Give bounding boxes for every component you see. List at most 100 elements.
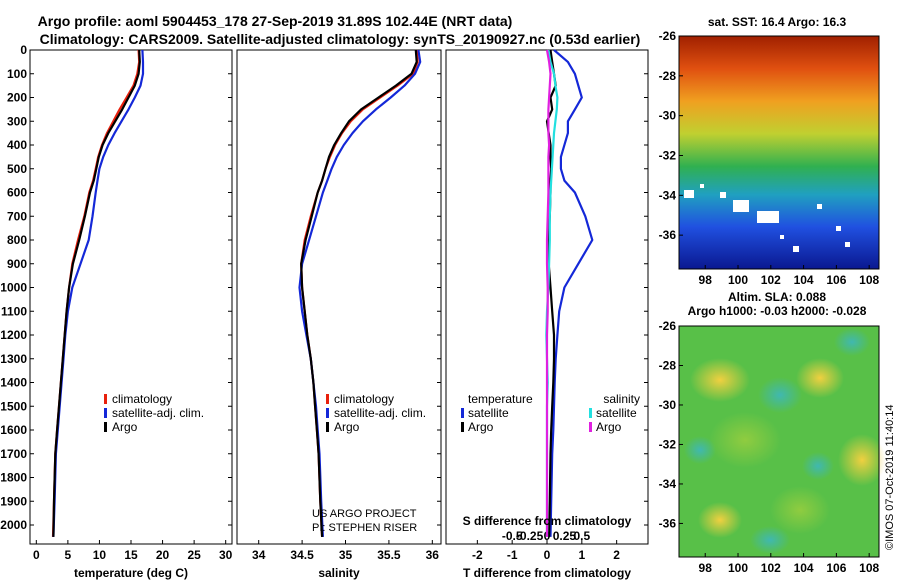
legend-climatology-swatch xyxy=(326,394,329,404)
depth-tick-label: 400 xyxy=(7,138,27,152)
imos-watermark: ©IMOS 07-Oct-2019 11:40:14 xyxy=(884,405,896,550)
map-x-tick-label: 98 xyxy=(699,273,713,287)
series-argo xyxy=(52,49,141,537)
x-tick-label: 25 xyxy=(187,548,201,562)
x-tick-label: 0 xyxy=(544,548,551,562)
x-tick-label: 34 xyxy=(252,548,266,562)
x-tick-label: 5 xyxy=(65,548,72,562)
sla-map-frame xyxy=(678,325,880,558)
map-y-tick-label: -28 xyxy=(659,358,677,372)
map-y-tick-label: -32 xyxy=(659,437,677,451)
s-difference-label: S difference from climatology xyxy=(463,514,632,528)
depth-tick-label: 1400 xyxy=(0,376,27,390)
sla-map-blobs xyxy=(684,328,886,554)
map-y-tick-label: -36 xyxy=(659,516,677,530)
legend-temperature-title: temperature xyxy=(468,392,533,406)
x-tick-label: 36 xyxy=(426,548,440,562)
x-tick-label: 10 xyxy=(93,548,107,562)
sst-map-panel: sat. SST: 16.4 Argo: 16.3 98 100 102 104 106… xyxy=(659,15,880,287)
map-x-tick-label: 98 xyxy=(699,561,713,575)
series-satellite-adj-clim- xyxy=(52,49,145,537)
project-annotation: US ARGO PROJECT xyxy=(312,508,417,520)
temperature-xlabel: temperature (deg C) xyxy=(74,566,188,580)
salinity-xlabel: salinity xyxy=(318,566,360,580)
series-argo xyxy=(300,49,418,537)
s-tick-label: 0.25 xyxy=(553,529,577,543)
title-line-2: Climatology: CARS2009. Satellite-adjuste… xyxy=(40,31,641,47)
sst-map-land-specks xyxy=(684,184,850,252)
map-x-tick-label: 104 xyxy=(794,273,814,287)
map-x-tick-label: 106 xyxy=(826,561,846,575)
s-difference-axis: -0.5-0.25 0 0.250.5 xyxy=(502,529,591,543)
series-temperature-satellite xyxy=(549,49,594,537)
x-tick-label: 30 xyxy=(219,548,233,562)
series-salinity-argo xyxy=(545,49,552,537)
legend-satellite-swatch xyxy=(326,408,329,418)
salinity-series xyxy=(298,49,422,537)
map-x-tick-label: 104 xyxy=(794,561,814,575)
depth-tick-label: 900 xyxy=(7,257,27,271)
x-tick-label: 20 xyxy=(156,548,170,562)
legend-climatology-swatch xyxy=(104,394,107,404)
salinity-legend: climatology satellite-adj. clim. Argo xyxy=(326,392,426,434)
depth-tick-label: 1700 xyxy=(0,447,27,461)
x-tick-label: -2 xyxy=(472,548,483,562)
legend-satellite-label: satellite-adj. clim. xyxy=(334,406,426,420)
legend-s-argo-label: Argo xyxy=(596,420,622,434)
legend-s-satellite-label: satellite xyxy=(596,406,637,420)
salinity-frame xyxy=(236,49,442,545)
sst-map-frame xyxy=(678,35,880,270)
t-difference-axis: -2 -1 0 1 2 xyxy=(472,49,648,562)
x-tick-label: -1 xyxy=(507,548,518,562)
salinity-panel: 34 34.5 35 35.5 36 salinity climatology sate… xyxy=(236,49,442,580)
depth-tick-label: 500 xyxy=(7,162,27,176)
map-x-tick-label: 100 xyxy=(728,273,748,287)
depth-tick-label: 600 xyxy=(7,186,27,200)
map-x-tick-label: 106 xyxy=(826,273,846,287)
depth-tick-label: 300 xyxy=(7,114,27,128)
x-tick-label: 0 xyxy=(33,548,40,562)
legend-salinity-title: salinity xyxy=(603,392,640,406)
depth-tick-label: 700 xyxy=(7,209,27,223)
x-tick-label: 15 xyxy=(124,548,138,562)
legend-t-argo-swatch xyxy=(461,422,464,432)
map-y-tick-label: -30 xyxy=(659,109,677,123)
series-satellite-adj-clim- xyxy=(298,49,422,537)
legend-s-argo-swatch xyxy=(589,422,592,432)
map-x-tick-label: 102 xyxy=(761,561,781,575)
legend-argo-swatch xyxy=(326,422,329,432)
sst-map-title: sat. SST: 16.4 Argo: 16.3 xyxy=(708,15,847,29)
sla-map-title-2: Argo h1000: -0.03 h2000: -0.028 xyxy=(688,304,867,318)
x-tick-label: 2 xyxy=(613,548,620,562)
legend-climatology-label: climatology xyxy=(112,392,172,406)
map-x-tick-label: 108 xyxy=(859,273,879,287)
x-tick-label: 34.5 xyxy=(290,548,314,562)
map-x-tick-label: 100 xyxy=(728,561,748,575)
depth-tick-label: 1300 xyxy=(0,352,27,366)
map-y-tick-label: -28 xyxy=(659,69,677,83)
map-y-tick-label: -34 xyxy=(659,477,677,491)
title-line-1: Argo profile: aoml 5904453_178 27-Sep-20… xyxy=(38,13,513,29)
depth-axis: 0 100 200 300 400 500 600 700 800 900 1000 1100 1200… xyxy=(0,43,34,532)
s-tick-label: 0.5 xyxy=(573,529,590,543)
x-tick-label: 35.5 xyxy=(377,548,401,562)
depth-tick-label: 1800 xyxy=(0,471,27,485)
legend-t-argo-label: Argo xyxy=(468,420,494,434)
map-y-tick-label: -30 xyxy=(659,398,677,412)
legend-argo-label: Argo xyxy=(334,420,360,434)
legend-argo-label: Argo xyxy=(112,420,138,434)
legend-climatology-label: climatology xyxy=(334,392,394,406)
s-tick-label: -0.25 xyxy=(516,529,544,543)
depth-tick-label: 800 xyxy=(7,233,27,247)
depth-tick-label: 1600 xyxy=(0,423,27,437)
map-x-tick-label: 102 xyxy=(761,273,781,287)
temperature-frame xyxy=(29,49,233,545)
map-x-tick-label: 108 xyxy=(859,561,879,575)
legend-argo-swatch xyxy=(104,422,107,432)
pi-annotation: PI: STEPHEN RISER xyxy=(312,522,417,534)
temperature-axis: 0 5 10 15 20 25 30 xyxy=(33,49,233,562)
depth-tick-label: 1500 xyxy=(0,399,27,413)
depth-tick-label: 1000 xyxy=(0,281,27,295)
legend-t-satellite-swatch xyxy=(461,408,464,418)
